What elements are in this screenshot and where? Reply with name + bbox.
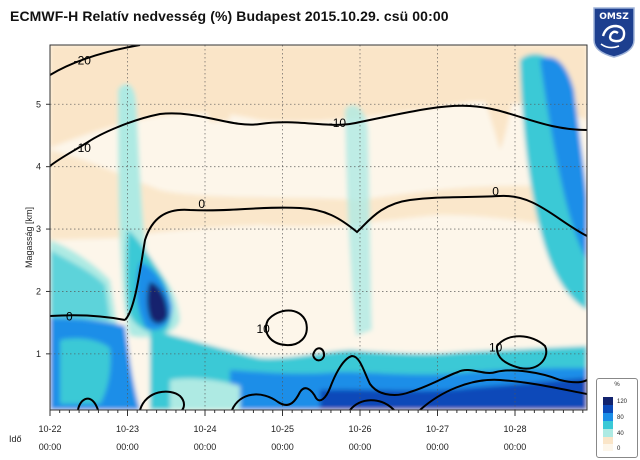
y-tick-label: 4: [36, 162, 41, 172]
x-axis-label: Idő: [9, 434, 22, 444]
colorbar: 120 80 40 0: [597, 387, 637, 457]
contour-label: 10: [256, 322, 270, 336]
x-tick-time: 00:00: [108, 442, 148, 452]
colorbar-tick-120: 120: [617, 399, 628, 405]
y-axis-label: Magasság [km]: [24, 207, 34, 268]
colorbar-swatch-saturated: [603, 397, 613, 405]
x-tick-date: 10-27: [418, 424, 458, 434]
x-tick-date: 10-23: [108, 424, 148, 434]
y-tick-label: 3: [36, 224, 41, 234]
y-tick-label: 5: [36, 99, 41, 109]
x-tick-time: 00:00: [418, 442, 458, 452]
colorbar-legend: % 120 80 40 0: [596, 378, 638, 458]
y-tick-label: 2: [36, 286, 41, 296]
x-tick-time: 00:00: [185, 442, 225, 452]
colorbar-swatch-humid: [603, 413, 613, 421]
x-tick-time: 00:00: [263, 442, 303, 452]
x-tick-date: 10-22: [30, 424, 70, 434]
y-axis: 1 2 3 4 5: [36, 99, 50, 359]
colorbar-tick-80: 80: [617, 415, 624, 421]
colorbar-swatch-cyan: [603, 421, 613, 429]
contour-label: -10: [74, 141, 92, 155]
contour-label: 0: [492, 185, 499, 199]
x-tick-time: 00:00: [495, 442, 535, 452]
x-tick-date: 10-26: [340, 424, 380, 434]
x-axis-ticks: [50, 410, 583, 416]
x-tick-date: 10-24: [185, 424, 225, 434]
colorbar-tick-0: 0: [617, 446, 621, 452]
colorbar-tick-40: 40: [617, 431, 624, 437]
y-tick-label: 1: [36, 349, 41, 359]
contour-label: -20: [74, 54, 92, 68]
colorbar-swatch-dry: [603, 437, 613, 444]
x-tick-date: 10-25: [263, 424, 303, 434]
x-tick-time: 00:00: [30, 442, 70, 452]
contour-label: 0: [198, 197, 205, 211]
contour-label: -10: [329, 116, 347, 130]
x-tick-date: 10-28: [495, 424, 535, 434]
contour-label: 10: [489, 341, 503, 355]
colorbar-swatch-very-humid: [603, 405, 613, 413]
colorbar-swatch-very-dry: [603, 444, 613, 451]
colorbar-swatch-moist: [603, 429, 613, 437]
x-tick-time: 00:00: [340, 442, 380, 452]
contour-label: 0: [66, 309, 73, 323]
